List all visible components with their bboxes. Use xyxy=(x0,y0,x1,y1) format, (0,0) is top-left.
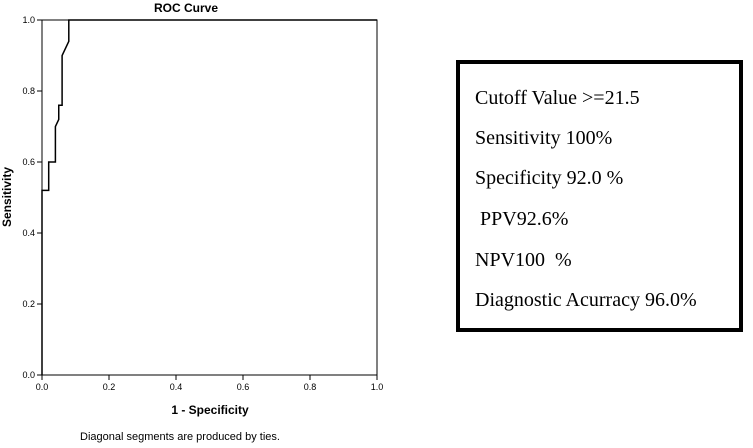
specificity-text: Specificity 92.0 % xyxy=(475,167,624,189)
x-tick-label: 0.0 xyxy=(36,382,49,392)
x-tick-label: 0.8 xyxy=(304,382,317,392)
chart-title: ROC Curve xyxy=(154,1,218,15)
y-tick-label: 0.6 xyxy=(22,157,35,167)
sensitivity-text: Sensitivity 100% xyxy=(475,127,613,149)
y-tick-label: 0.2 xyxy=(22,299,35,309)
footnote: Diagonal segments are produced by ties. xyxy=(80,431,280,443)
y-tick-label: 0.4 xyxy=(22,228,35,238)
x-tick-label: 0.4 xyxy=(170,382,183,392)
diagnostic-accuracy-text: Diagnostic Acurracy 96.0% xyxy=(475,289,697,311)
y-tick-label: 1.0 xyxy=(22,15,35,25)
npv-text: NPV100 % xyxy=(475,249,572,271)
x-tick-label: 1.0 xyxy=(371,382,384,392)
y-axis-label: Sensitivity xyxy=(0,167,14,227)
x-tick-label: 0.2 xyxy=(103,382,116,392)
stats-box: Cutoff Value >=21.5 Sensitivity 100% Spe… xyxy=(456,60,743,332)
y-tick-label: 0.0 xyxy=(22,370,35,380)
plot-frame xyxy=(41,19,378,376)
roc-curve-line xyxy=(41,19,377,375)
y-tick-label: 0.8 xyxy=(22,86,35,96)
ppv-text: PPV92.6% xyxy=(475,208,569,230)
roc-chart: ROC Curve Sensitivity 1 - Specificity 0.… xyxy=(0,1,384,417)
x-tick-label: 0.6 xyxy=(237,382,250,392)
x-axis-label: 1 - Specificity xyxy=(171,403,249,417)
cutoff-value-text: Cutoff Value >=21.5 xyxy=(475,87,640,109)
